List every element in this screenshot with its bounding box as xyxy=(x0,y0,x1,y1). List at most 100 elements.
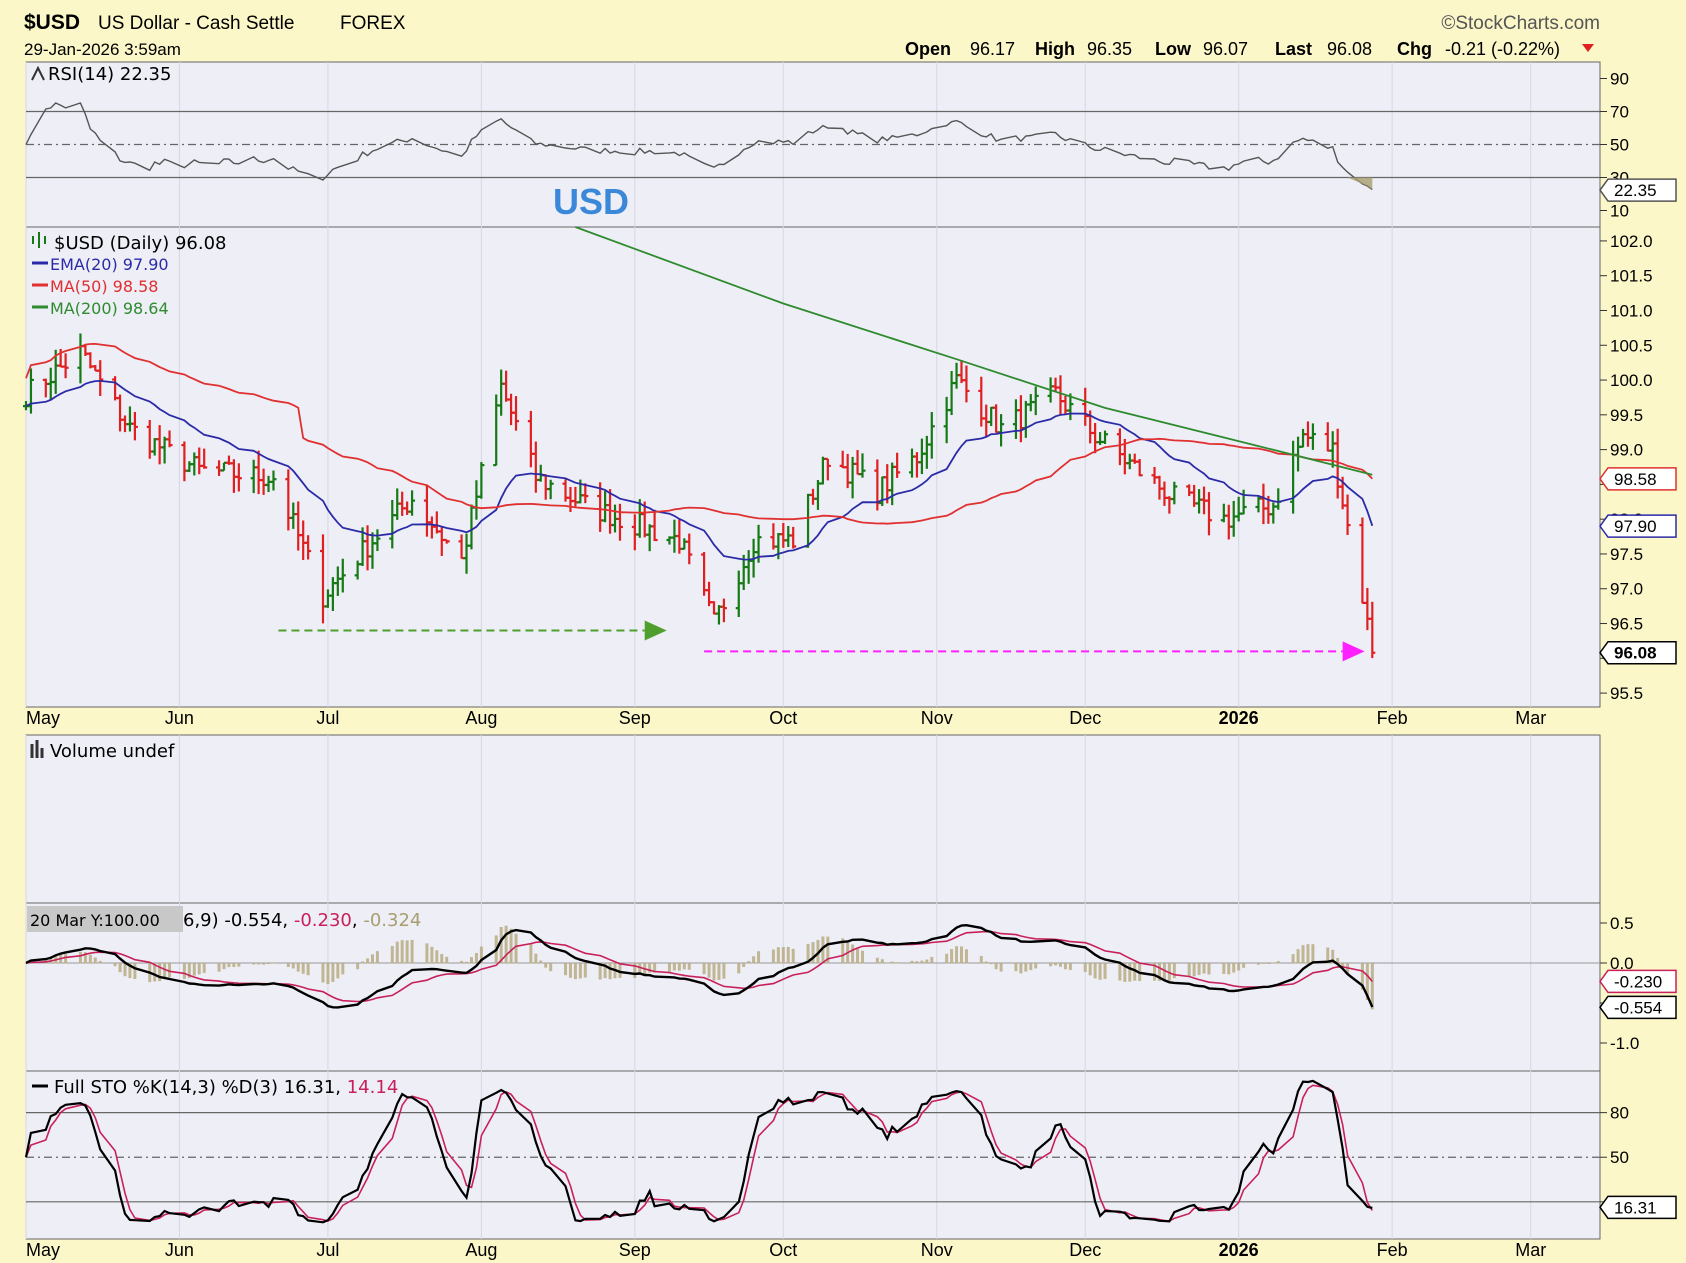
price-panel xyxy=(25,226,1601,708)
macd-histogram-bar xyxy=(860,950,864,964)
y-tick-label: 50 xyxy=(1610,136,1629,155)
macd-histogram-bar xyxy=(568,963,572,978)
macd-histogram-bar xyxy=(405,940,409,964)
macd-histogram-bar xyxy=(400,940,404,964)
month-label: Oct xyxy=(769,1240,797,1260)
sto-series xyxy=(24,1079,1373,1224)
y-axis-labels: 9070503010102.0101.5101.0100.5100.099.59… xyxy=(1600,70,1653,1212)
macd-histogram-bar xyxy=(573,963,577,980)
price-bar xyxy=(97,360,104,396)
macd-histogram-bar xyxy=(133,963,137,980)
datetime: 29-Jan-2026 3:59am xyxy=(24,40,181,59)
ma200-line xyxy=(575,226,1373,476)
macd-histogram-bar xyxy=(737,963,741,974)
chg-value: -0.21 (-0.22%) xyxy=(1445,39,1560,59)
price-bar xyxy=(547,479,554,500)
price-bar xyxy=(1309,423,1316,450)
label-box xyxy=(1599,969,1677,994)
macd-histogram-bar xyxy=(1261,963,1265,964)
macd-histogram-bar xyxy=(682,963,686,970)
price-legend-icon xyxy=(32,232,46,248)
down-triangle-icon xyxy=(1582,44,1594,52)
price-bar xyxy=(790,526,797,549)
price-bar xyxy=(1240,489,1247,515)
macd-histogram-bar xyxy=(262,963,266,965)
macd-histogram-bar xyxy=(856,948,860,964)
last-value-label: 16.31 xyxy=(1599,1195,1677,1220)
macd-histogram-bar xyxy=(410,939,414,964)
macd-histogram-bar xyxy=(880,959,884,964)
macd-histogram-bar xyxy=(370,954,374,964)
sto-legend: Full STO %K(14,3) %D(3) 16.31, 14.14 xyxy=(54,1077,398,1098)
magenta-arrowhead xyxy=(1342,641,1365,662)
macd-histogram-bar xyxy=(959,946,963,964)
month-label: May xyxy=(26,1240,60,1260)
y-tick-label: 80 xyxy=(1610,1104,1629,1123)
macd-histogram-bar xyxy=(821,936,825,964)
macd-histogram-bar xyxy=(633,963,637,979)
macd-histogram-bar xyxy=(702,963,706,975)
macd-histogram-bar xyxy=(1049,963,1053,967)
macd-histogram-bar xyxy=(227,963,231,968)
macd-histogram-bar xyxy=(1296,949,1300,964)
volume-legend: Volume undef xyxy=(50,741,175,762)
macd-histogram-bar xyxy=(306,963,310,976)
label-text: 22.35 xyxy=(1614,181,1657,200)
price-legend: $USD (Daily) 96.08 xyxy=(54,233,226,254)
macd-histogram-bar xyxy=(1088,963,1092,976)
macd-histogram-bar xyxy=(113,963,117,967)
macd-histogram-bar xyxy=(271,962,275,964)
macd-histogram-bar xyxy=(168,963,172,978)
macd-histogram-bar xyxy=(1306,944,1310,964)
macd-histogram-bar xyxy=(742,963,746,968)
rsi-series xyxy=(25,102,1373,191)
macd-histogram-bar xyxy=(1232,963,1236,973)
macd-histogram-bar xyxy=(1123,963,1127,982)
macd-histogram-bar xyxy=(187,963,191,979)
macd-histogram-bar xyxy=(920,960,924,964)
macd-histogram-bar xyxy=(1157,963,1161,981)
macd-histogram-bar xyxy=(1207,963,1211,975)
price-bar xyxy=(1136,458,1143,477)
macd-histogram-bar xyxy=(989,963,993,965)
macd-histogram-bar xyxy=(158,963,162,982)
macd-histogram-bar xyxy=(1103,963,1107,979)
macd-histogram-bar xyxy=(1346,963,1350,975)
quote-line: Open 96.17 High 96.35 Low 96.07 Last 96.… xyxy=(905,39,1594,59)
macd-histogram-bar xyxy=(460,960,464,964)
y-tick-label: 0.5 xyxy=(1610,914,1634,933)
month-label: Aug xyxy=(465,708,497,728)
macd-histogram-bar xyxy=(1034,963,1038,969)
macd-histogram-bar xyxy=(895,962,899,964)
price-bar xyxy=(166,430,173,448)
macd-histogram-bar xyxy=(341,963,345,975)
price-bar xyxy=(1205,492,1212,536)
macd-histogram-bar xyxy=(192,963,196,976)
label-text: -0.554 xyxy=(1614,998,1662,1017)
month-label: Jun xyxy=(165,708,194,728)
macd-histogram-bar xyxy=(366,958,370,964)
price-bar xyxy=(305,535,312,560)
label-text: -0.230 xyxy=(1614,972,1662,991)
macd-histogram-bar xyxy=(1187,963,1191,977)
macd-histogram-bar xyxy=(1058,963,1062,967)
y-tick-label: 95.5 xyxy=(1610,684,1643,703)
last-value: 96.08 xyxy=(1327,39,1372,59)
high-label: High xyxy=(1035,39,1075,59)
macd-histogram-bar xyxy=(217,963,221,972)
macd-histogram-bar xyxy=(1153,963,1157,981)
price-bar xyxy=(374,529,381,552)
macd-histogram-bar xyxy=(994,963,998,970)
month-label: Nov xyxy=(921,1240,953,1260)
price-bar xyxy=(1344,494,1351,535)
macd-histogram-bar xyxy=(826,936,830,964)
macd-histogram-bar xyxy=(296,963,300,972)
price-bar xyxy=(443,538,450,544)
macd-histogram-bar xyxy=(474,952,478,964)
high-value: 96.35 xyxy=(1087,39,1132,59)
month-label: 2026 xyxy=(1219,708,1259,728)
sto-legend-k: Full STO %K(14,3) %D(3) 16.31, xyxy=(54,1077,341,1098)
macd-histogram-bar xyxy=(445,956,449,964)
macd-histogram-bar xyxy=(375,951,379,964)
macd-histogram-bar xyxy=(336,963,340,979)
